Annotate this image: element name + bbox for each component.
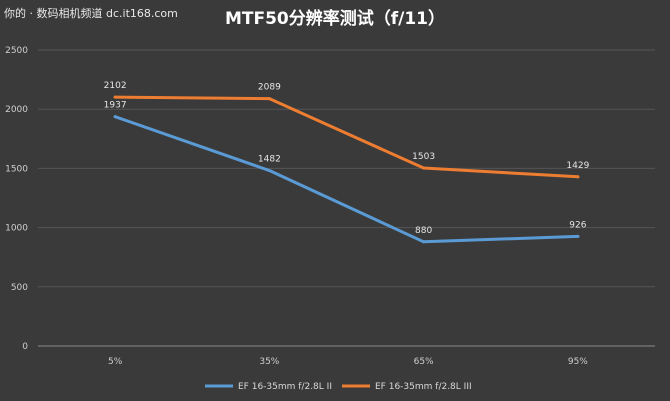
y-tick-label-2000: 2000 [5,105,28,115]
watermark-text: 你的 · 数码相机频道 dc.it168.com [4,6,178,20]
y-tick-label-0: 0 [22,342,28,352]
x-tick-label-3: 95% [568,357,588,367]
data-point-0-0 [113,115,117,119]
data-point-0-3 [576,234,580,238]
data-point-1-0 [113,95,117,99]
data-label-1-3: 1429 [566,161,589,171]
data-label-1-0: 2102 [104,81,127,91]
x-tick-label-1: 35% [259,357,279,367]
legend-label-1: EF 16-35mm f/2.8L III [375,382,472,392]
grid-layer [38,49,655,347]
series-layer [113,95,580,244]
data-label-0-1: 1482 [258,155,281,165]
data-label-1-2: 1503 [412,152,435,162]
series-line-0 [113,115,580,244]
x-tick-label-2: 65% [414,357,434,367]
y-tick-label-500: 500 [11,283,28,293]
legend: EF 16-35mm f/2.8L II EF 16-35mm f/2.8L II… [205,382,472,392]
data-label-0-0: 1937 [104,101,127,111]
data-label-0-2: 880 [415,226,432,236]
x-tick-label-0: 5% [108,357,123,367]
data-point-1-3 [576,175,580,179]
data-point-1-2 [422,166,426,170]
y-tick-label-1000: 1000 [5,224,28,234]
legend-label-0: EF 16-35mm f/2.8L II [238,382,332,392]
x-axis-ticks: 5% 35% 65% 95% [108,357,588,367]
data-label-0-3: 926 [569,220,586,230]
data-labels: 1937 1482 880 926 2102 2089 1503 1429 [104,81,590,236]
data-point-1-1 [267,97,271,101]
y-tick-label-2500: 2500 [5,46,28,56]
y-axis-ticks: 0 500 1000 1500 2000 2500 [5,46,28,352]
y-tick-label-1500: 1500 [5,164,28,174]
data-point-0-2 [422,240,426,244]
data-point-0-1 [267,169,271,173]
chart-title: MTF50分辨率测试（f/11） [225,8,445,29]
data-label-1-1: 2089 [258,83,281,93]
series-line-1 [113,95,580,179]
